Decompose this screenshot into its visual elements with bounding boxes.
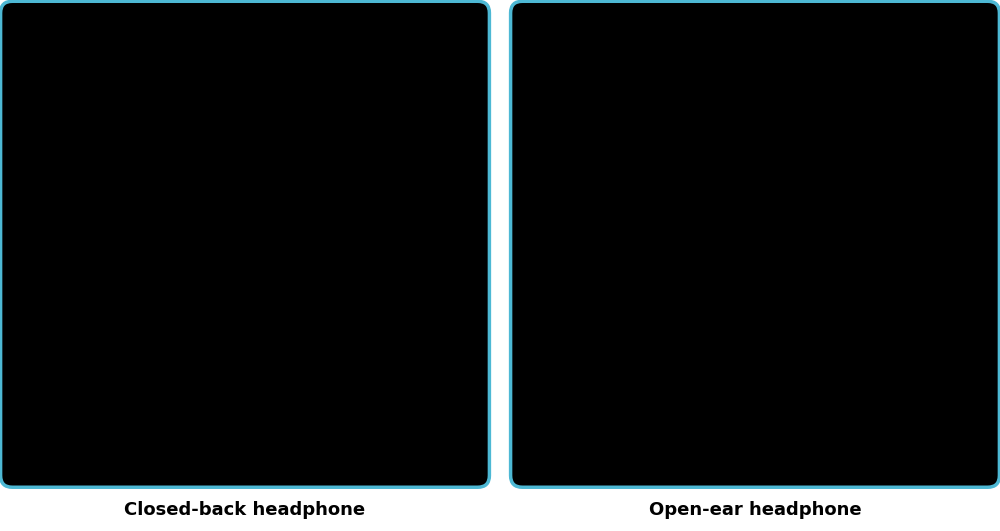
Text: Closed-back headphone: Closed-back headphone — [124, 501, 366, 519]
Ellipse shape — [828, 214, 851, 256]
Text: Open-ear headphone: Open-ear headphone — [649, 501, 861, 519]
FancyBboxPatch shape — [245, 95, 386, 394]
Ellipse shape — [821, 202, 858, 268]
Text: Cancellation sound: Cancellation sound — [207, 404, 366, 422]
Ellipse shape — [793, 158, 887, 312]
Ellipse shape — [283, 160, 330, 291]
Ellipse shape — [776, 24, 1000, 445]
Ellipse shape — [264, 132, 348, 338]
FancyBboxPatch shape — [778, 11, 1000, 478]
Text: noise: noise — [626, 114, 686, 132]
Text: noise: noise — [116, 342, 176, 361]
Text: noise: noise — [116, 114, 176, 132]
Text: noise: noise — [626, 342, 686, 361]
Ellipse shape — [750, 90, 929, 380]
FancyBboxPatch shape — [344, 1, 494, 104]
FancyBboxPatch shape — [511, 1, 999, 487]
Text: Cancellation sound: Cancellation sound — [717, 404, 876, 422]
Ellipse shape — [809, 184, 870, 286]
Text: High-tone: High-tone — [34, 114, 134, 132]
FancyBboxPatch shape — [325, 0, 518, 127]
Text: High-tone: High-tone — [544, 114, 644, 132]
Text: Low-tone: Low-tone — [544, 342, 637, 361]
Ellipse shape — [774, 127, 905, 342]
FancyBboxPatch shape — [1, 1, 489, 487]
Text: Low-tone: Low-tone — [34, 342, 127, 361]
FancyBboxPatch shape — [254, 11, 513, 478]
FancyBboxPatch shape — [217, 53, 414, 436]
